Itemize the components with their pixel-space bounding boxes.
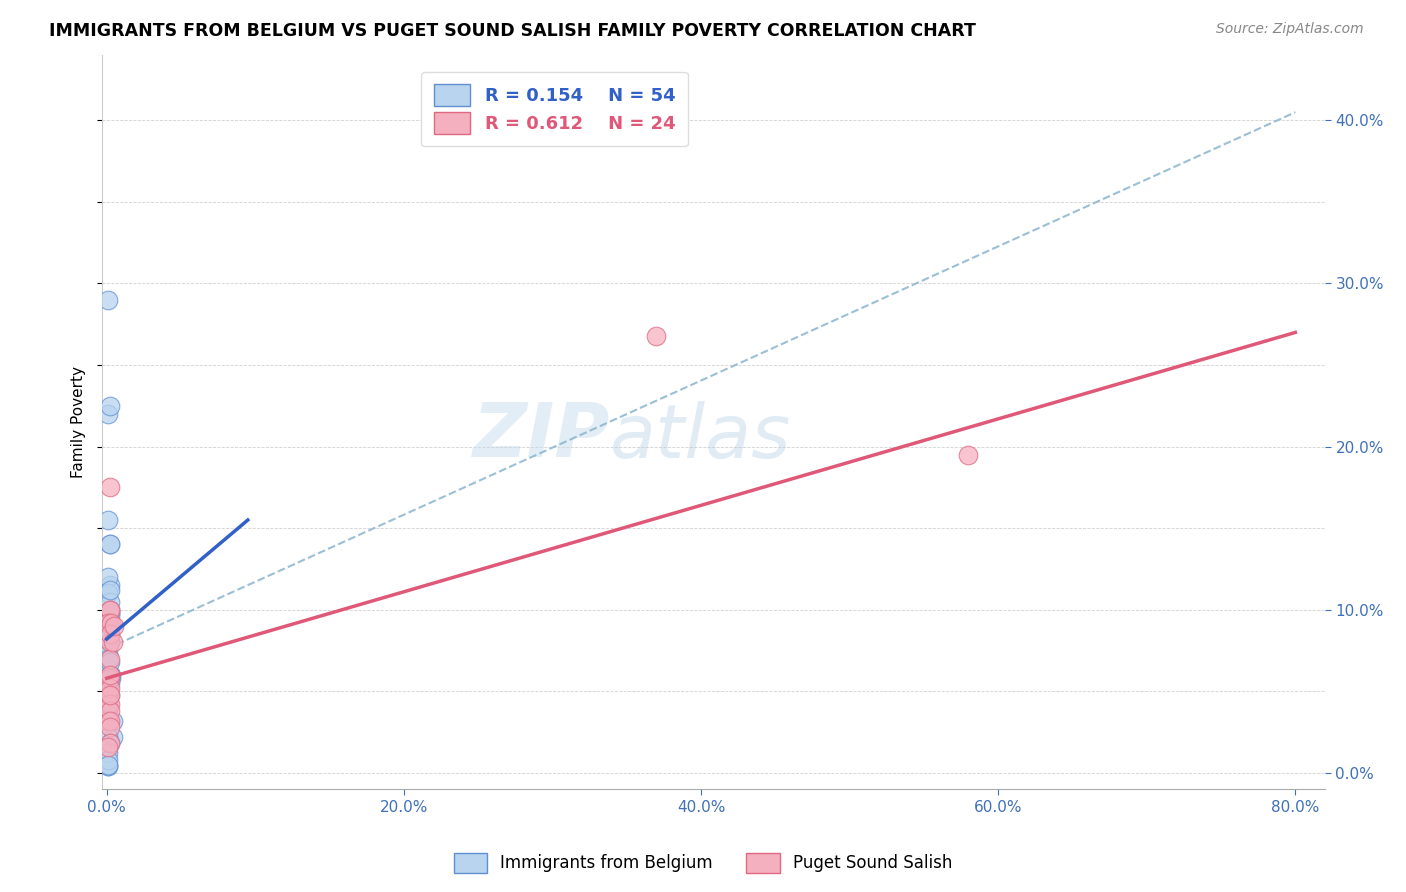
Point bbox=[103, 619, 125, 633]
Point bbox=[98, 688, 121, 702]
Point bbox=[98, 594, 121, 608]
Point bbox=[98, 619, 121, 633]
Point bbox=[98, 603, 121, 617]
Point bbox=[98, 668, 121, 682]
Point bbox=[98, 668, 121, 682]
Point bbox=[98, 651, 121, 665]
Point bbox=[98, 720, 121, 734]
Point bbox=[98, 671, 121, 685]
Point bbox=[98, 537, 121, 551]
Point bbox=[97, 570, 120, 584]
Point bbox=[98, 698, 121, 712]
Point bbox=[98, 681, 121, 695]
Point bbox=[97, 611, 120, 625]
Point bbox=[98, 606, 121, 620]
Point bbox=[101, 635, 124, 649]
Point bbox=[97, 739, 120, 754]
Point bbox=[101, 714, 124, 728]
Point bbox=[100, 671, 122, 685]
Point bbox=[98, 609, 121, 624]
Text: ZIP: ZIP bbox=[472, 401, 610, 474]
Point bbox=[98, 606, 121, 620]
Point bbox=[98, 704, 121, 718]
Point bbox=[97, 676, 120, 690]
Point bbox=[97, 632, 120, 646]
Legend: Immigrants from Belgium, Puget Sound Salish: Immigrants from Belgium, Puget Sound Sal… bbox=[447, 847, 959, 880]
Point bbox=[98, 399, 121, 413]
Point bbox=[98, 583, 121, 598]
Point bbox=[98, 603, 121, 617]
Point bbox=[97, 714, 120, 728]
Point bbox=[97, 632, 120, 646]
Point bbox=[98, 635, 121, 649]
Point bbox=[97, 688, 120, 702]
Point bbox=[97, 730, 120, 744]
Point bbox=[97, 700, 120, 714]
Point bbox=[957, 448, 980, 462]
Point bbox=[98, 688, 121, 702]
Point bbox=[100, 668, 122, 682]
Point bbox=[97, 293, 120, 307]
Point bbox=[97, 759, 120, 773]
Point bbox=[97, 407, 120, 421]
Point bbox=[98, 480, 121, 494]
Point bbox=[97, 639, 120, 653]
Text: IMMIGRANTS FROM BELGIUM VS PUGET SOUND SALISH FAMILY POVERTY CORRELATION CHART: IMMIGRANTS FROM BELGIUM VS PUGET SOUND S… bbox=[49, 22, 976, 40]
Point bbox=[97, 688, 120, 702]
Point bbox=[97, 648, 120, 663]
Point bbox=[97, 757, 120, 772]
Point bbox=[98, 537, 121, 551]
Point bbox=[97, 615, 120, 630]
Point bbox=[98, 635, 121, 649]
Point bbox=[97, 615, 120, 630]
Point bbox=[98, 627, 121, 641]
Point bbox=[98, 603, 121, 617]
Point bbox=[98, 736, 121, 750]
Text: atlas: atlas bbox=[610, 401, 792, 473]
Point bbox=[97, 643, 120, 657]
Point bbox=[98, 676, 121, 690]
Point bbox=[97, 698, 120, 712]
Point bbox=[97, 513, 120, 527]
Point bbox=[97, 619, 120, 633]
Point bbox=[97, 611, 120, 625]
Point bbox=[97, 651, 120, 665]
Point bbox=[97, 700, 120, 714]
Point bbox=[101, 730, 124, 744]
Text: Source: ZipAtlas.com: Source: ZipAtlas.com bbox=[1216, 22, 1364, 37]
Point bbox=[98, 714, 121, 728]
Point bbox=[97, 753, 120, 767]
Y-axis label: Family Poverty: Family Poverty bbox=[72, 366, 86, 478]
Point bbox=[97, 611, 120, 625]
Point bbox=[98, 627, 121, 641]
Point bbox=[98, 736, 121, 750]
Point bbox=[645, 328, 668, 343]
Point bbox=[97, 746, 120, 760]
Point bbox=[97, 632, 120, 646]
Point bbox=[97, 586, 120, 600]
Point bbox=[97, 622, 120, 636]
Point bbox=[97, 651, 120, 665]
Point bbox=[98, 619, 121, 633]
Point bbox=[100, 615, 122, 630]
Point bbox=[98, 578, 121, 592]
Legend: R = 0.154    N = 54, R = 0.612    N = 24: R = 0.154 N = 54, R = 0.612 N = 24 bbox=[422, 71, 688, 146]
Point bbox=[98, 655, 121, 669]
Point bbox=[97, 759, 120, 773]
Point bbox=[97, 622, 120, 636]
